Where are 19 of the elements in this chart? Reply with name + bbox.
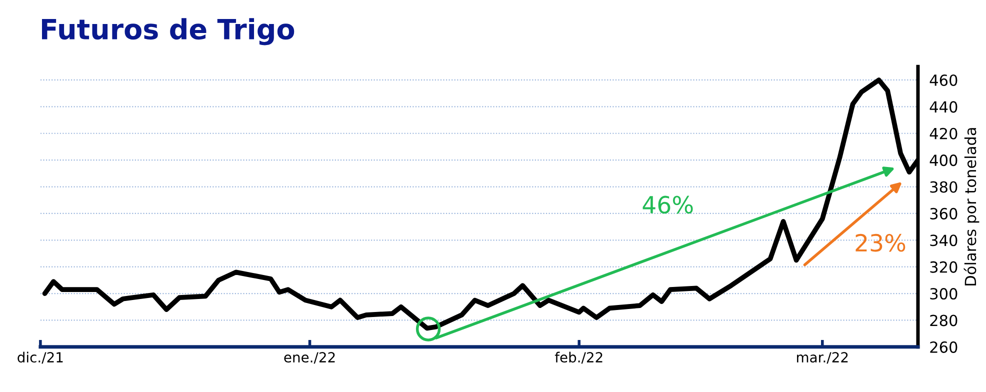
y2-tick-label: 400: [930, 154, 958, 166]
y2-tick-label: 320: [930, 261, 958, 273]
y2-tick-label: 340: [930, 234, 958, 246]
y2-tick-label: 460: [930, 74, 958, 86]
y2-tick-label: 440: [930, 101, 958, 113]
y2-tick-label: 300: [930, 288, 958, 300]
y2-tick-label: 260: [930, 341, 958, 353]
x-tick-label: dic./21: [18, 352, 63, 364]
annotation: 23%: [856, 234, 906, 252]
x-tick-label: feb./22: [554, 352, 602, 364]
chart-title: Futuros de Trigo: [42, 18, 294, 46]
y2-tick-label: 380: [930, 181, 958, 193]
y2-tick-label: 280: [930, 314, 958, 326]
x-tick-label: mar./22: [797, 352, 848, 364]
annotation: 46%: [642, 196, 693, 214]
y2-tick-label: 360: [930, 208, 958, 220]
y2-axis-title: Dólares por tonelada: [964, 128, 980, 286]
x-tick-label: ene./22: [284, 352, 335, 364]
y2-tick-label: 420: [930, 128, 958, 140]
